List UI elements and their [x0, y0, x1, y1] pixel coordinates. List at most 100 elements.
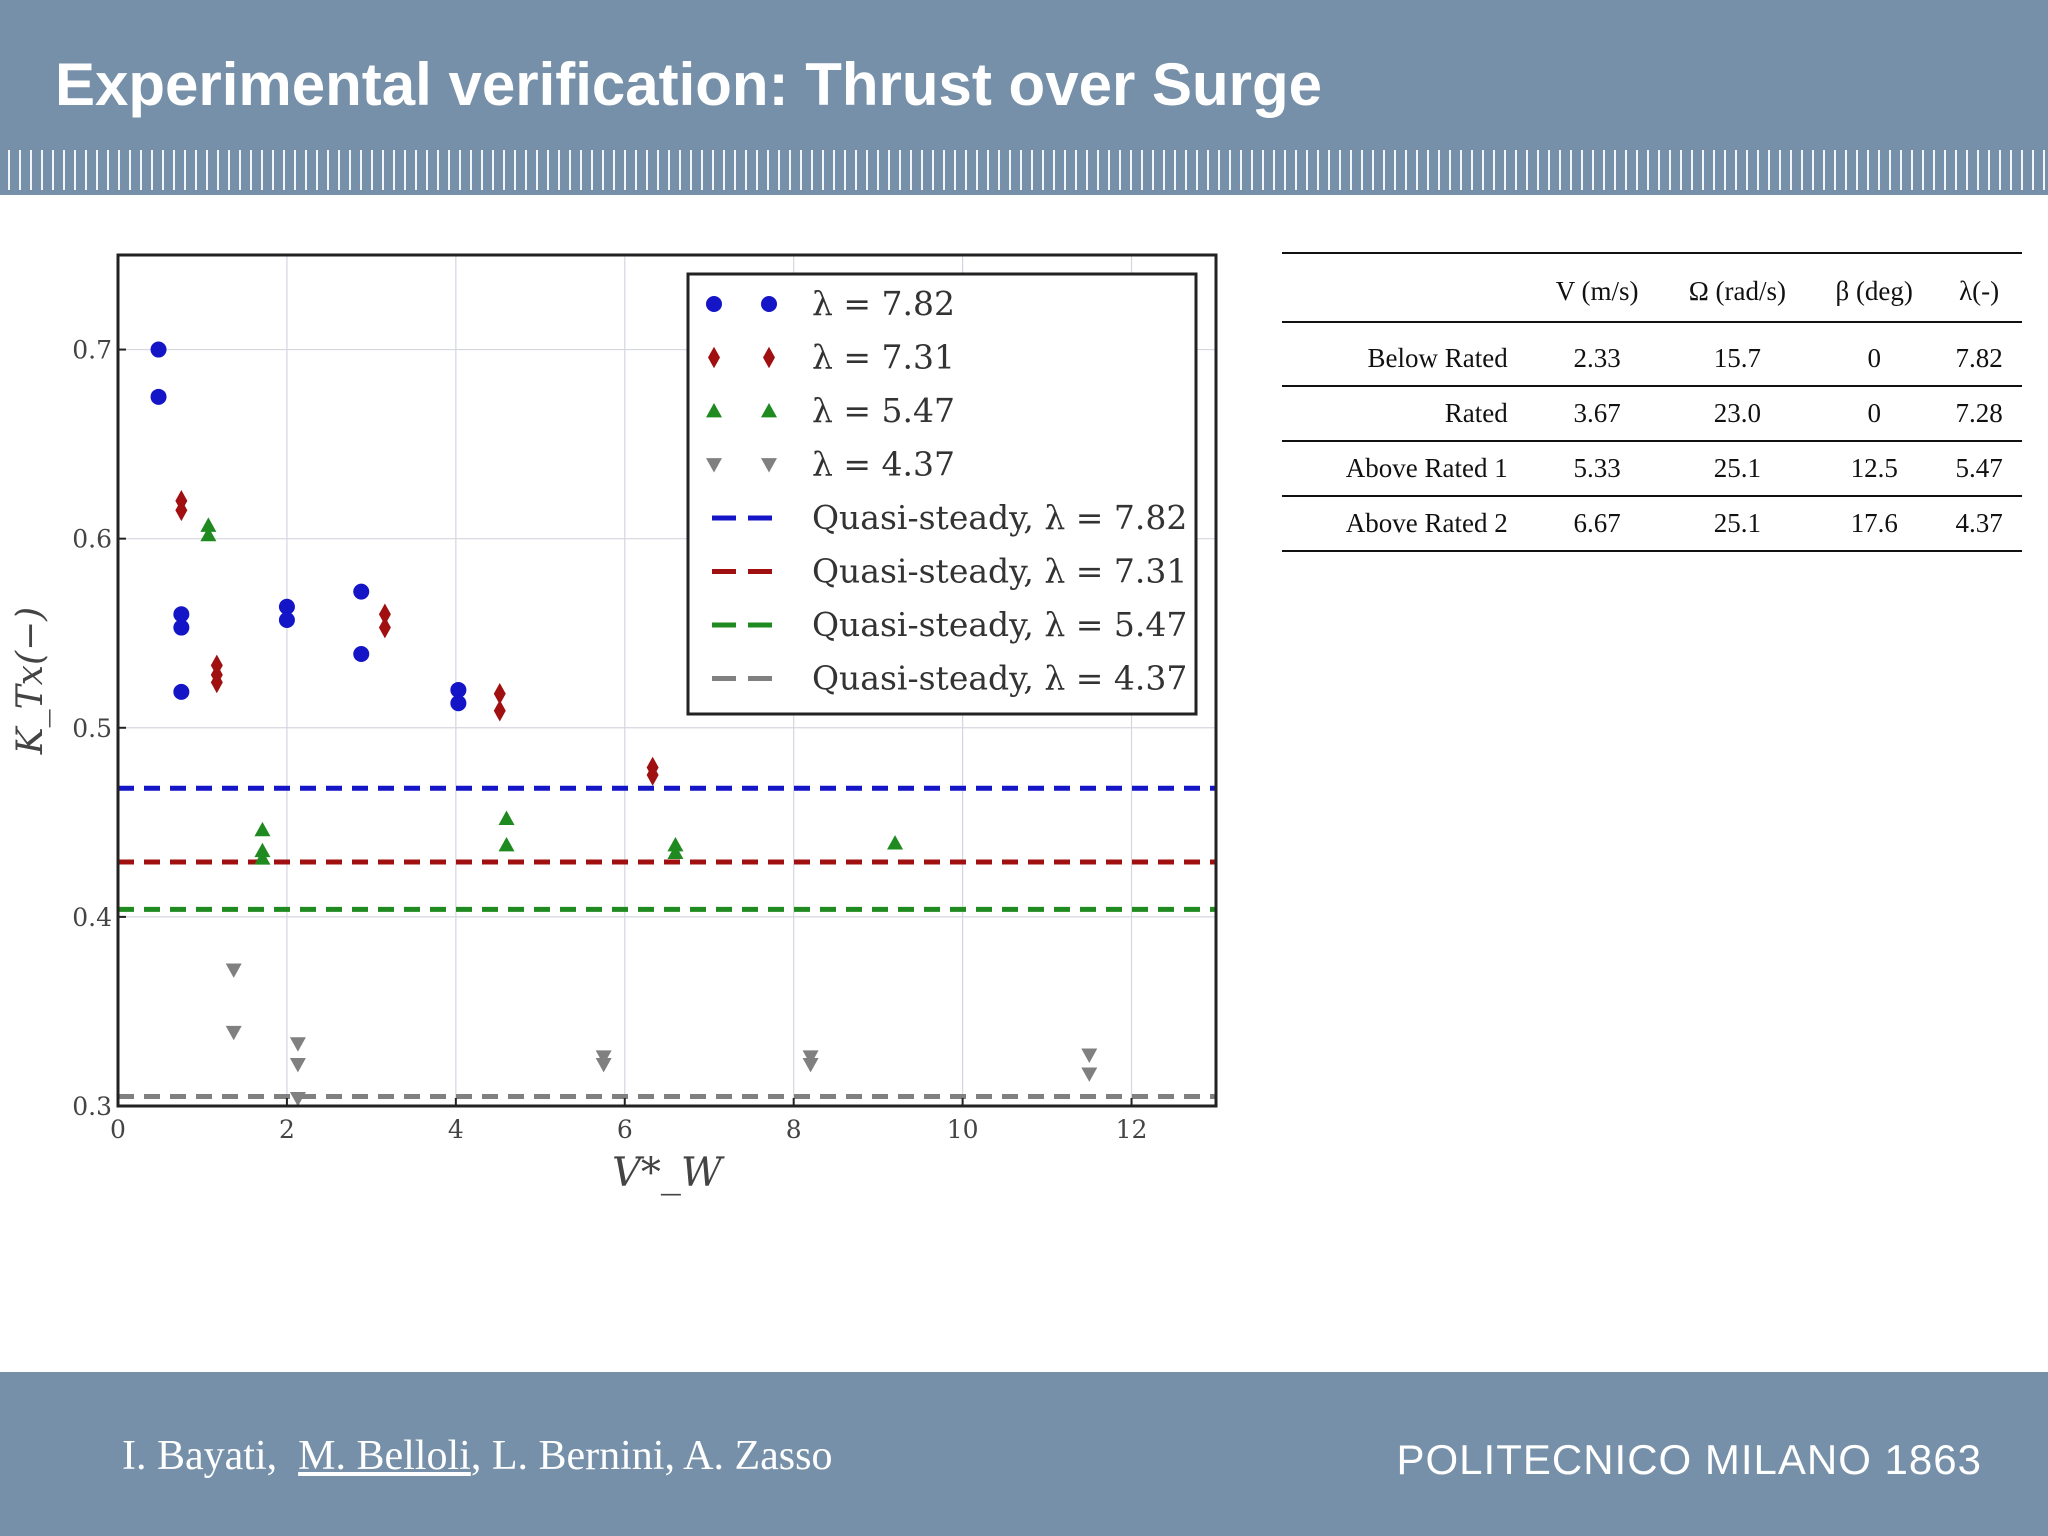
data-point-triangle-up — [254, 821, 271, 837]
data-point-circle — [173, 606, 190, 623]
table-row: Rated 3.67 23.0 0 7.28 — [1282, 386, 2022, 442]
table-cell: 0 — [1812, 322, 1937, 387]
table-row: Above Rated 1 5.33 25.1 12.5 5.47 — [1282, 441, 2022, 497]
data-point-triangle-down — [225, 963, 242, 978]
legend-entry-label: λ = 7.31 — [812, 338, 955, 377]
data-point-triangle-up — [200, 517, 217, 532]
data-point-circle — [353, 583, 370, 600]
data-point-circle — [278, 611, 295, 628]
table-cell: 15.7 — [1662, 322, 1813, 387]
author-bayati: I. Bayati, — [122, 1433, 278, 1479]
legend-entry-label: Quasi-steady, λ = 4.37 — [812, 659, 1187, 698]
table-cell: 25.1 — [1662, 441, 1813, 497]
data-point-triangle-down — [595, 1057, 612, 1073]
data-point-triangle-down — [1081, 1067, 1098, 1082]
data-point-diamond — [493, 699, 506, 722]
plot-frame — [116, 253, 1218, 1108]
table-cell: 12.5 — [1812, 441, 1937, 497]
data-point-triangle-up — [667, 844, 684, 859]
legend-entry-label: λ = 5.47 — [812, 391, 955, 430]
x-tick-label: 12 — [1116, 1115, 1148, 1144]
data-point-triangle-up — [254, 842, 271, 858]
data-point-circle — [761, 296, 777, 312]
data-point-triangle-down — [761, 458, 777, 473]
legend-entry-label: Quasi-steady, λ = 7.82 — [812, 498, 1187, 537]
data-point-circle — [150, 388, 167, 405]
table-cell: 6.67 — [1531, 496, 1663, 552]
data-point-circle — [150, 341, 167, 358]
data-point-diamond — [708, 346, 720, 369]
data-point-triangle-up — [761, 403, 777, 418]
authors-line: I. Bayati, M. Belloli, L. Bernini, A. Za… — [122, 1432, 832, 1480]
data-point-diamond — [378, 603, 391, 626]
legend-box — [686, 272, 1198, 716]
table-row: Above Rated 2 6.67 25.1 17.6 4.37 — [1282, 496, 2022, 552]
data-point-diamond — [763, 346, 775, 369]
y-tick-label: 0.7 — [72, 336, 112, 365]
slide-title: Experimental verification: Thrust over S… — [55, 51, 1323, 118]
table-row-label: Above Rated 1 — [1282, 441, 1532, 497]
table-row: Below Rated 2.33 15.7 0 7.82 — [1282, 322, 2022, 387]
data-point-diamond — [175, 499, 188, 522]
x-tick-label: 0 — [110, 1115, 126, 1144]
data-point-triangle-up — [498, 810, 515, 825]
table-header-cell: V (m/s) — [1531, 253, 1663, 323]
table-cell: 7.82 — [1936, 322, 2022, 387]
data-point-triangle-down — [595, 1050, 612, 1065]
author-belloli: M. Belloli — [298, 1433, 471, 1479]
parameter-table-container: V (m/s) Ω (rad/s) β (deg) λ(-) Below Rat… — [1282, 252, 2022, 552]
legend-entry-label: λ = 4.37 — [812, 445, 955, 484]
data-point-diamond — [646, 764, 659, 786]
x-tick-label: 8 — [786, 1115, 802, 1144]
thrust-surge-chart: 0 2 4 6 8 10 12 0.3 0.4 0.5 0.6 0.7 K_Tx(−) V*_W λ = 7… — [10, 253, 1218, 1196]
table-cell: 5.33 — [1531, 441, 1663, 497]
data-point-triangle-up — [887, 835, 904, 850]
table-cell: 5.47 — [1936, 441, 2022, 497]
legend-entry-label: Quasi-steady, λ = 7.31 — [812, 552, 1187, 591]
data-point-circle — [450, 681, 467, 698]
table-header-cell: λ(-) — [1936, 253, 2022, 323]
table-row-label: Below Rated — [1282, 322, 1532, 387]
slide-header: Experimental verification: Thrust over S… — [0, 0, 2048, 195]
table-header-cell: Ω (rad/s) — [1662, 253, 1813, 323]
legend-entry-label: Quasi-steady, λ = 5.47 — [812, 605, 1187, 644]
table-row-label: Rated — [1282, 386, 1532, 442]
x-tick-label: 6 — [617, 1115, 633, 1144]
table-cell: 7.28 — [1936, 386, 2022, 442]
data-point-triangle-down — [289, 1057, 306, 1073]
data-point-triangle-down — [1081, 1048, 1098, 1063]
data-point-circle — [173, 683, 190, 700]
table-cell: 17.6 — [1812, 496, 1937, 552]
data-point-triangle-up — [200, 526, 217, 542]
data-point-circle — [450, 695, 467, 712]
university-logo-text: POLITECNICO MILANO 1863 — [1396, 1436, 1982, 1483]
data-point-triangle-down — [289, 1037, 306, 1052]
y-axis-label: K_Tx(−) — [10, 607, 51, 755]
x-axis-label: V*_W — [612, 1150, 725, 1196]
y-tick-label: 0.4 — [72, 903, 112, 932]
table-cell: 3.67 — [1531, 386, 1663, 442]
data-point-triangle-down — [802, 1057, 819, 1073]
table-cell: 2.33 — [1531, 322, 1663, 387]
data-point-triangle-down — [289, 1092, 306, 1107]
header-tick-ruler — [8, 150, 2048, 190]
legend-entry-label: λ = 7.82 — [812, 284, 955, 323]
data-point-triangle-up — [254, 850, 271, 865]
table-cell: 4.37 — [1936, 496, 2022, 552]
table-cell: 0 — [1812, 386, 1937, 442]
table-row-label: Above Rated 2 — [1282, 496, 1532, 552]
parameter-table: V (m/s) Ω (rad/s) β (deg) λ(-) Below Rat… — [1282, 252, 2022, 552]
table-header-row: V (m/s) Ω (rad/s) β (deg) λ(-) — [1282, 253, 2022, 323]
data-point-triangle-down — [802, 1050, 819, 1065]
data-point-diamond — [493, 682, 506, 705]
x-tick-label: 4 — [448, 1115, 464, 1144]
data-point-circle — [173, 619, 190, 636]
table-header-cell — [1282, 253, 1532, 323]
y-tick-label: 0.6 — [72, 525, 112, 554]
data-point-triangle-up — [498, 837, 515, 852]
data-point-circle — [706, 296, 722, 312]
y-tick-label: 0.5 — [72, 714, 112, 743]
data-point-triangle-down — [706, 458, 722, 473]
x-tick-label: 10 — [947, 1115, 979, 1144]
data-point-circle — [278, 598, 295, 615]
